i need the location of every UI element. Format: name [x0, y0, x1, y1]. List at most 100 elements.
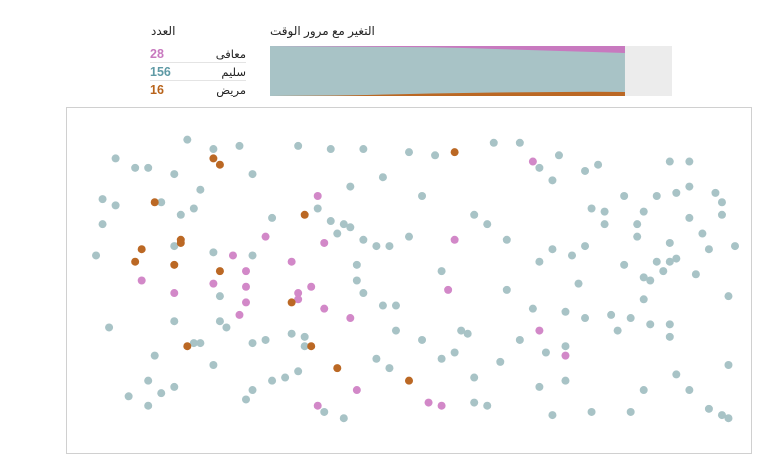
- healthy-person-dot: [587, 407, 596, 416]
- recovered-person-dot: [313, 401, 322, 410]
- healthy-person-dot: [124, 392, 133, 401]
- healthy-person-dot: [300, 332, 309, 341]
- healthy-person-dot: [268, 213, 277, 222]
- healthy-person-dot: [320, 407, 329, 416]
- healthy-person-dot: [581, 314, 590, 323]
- sick-person-dot: [287, 298, 296, 307]
- sick-person-dot: [176, 238, 185, 247]
- healthy-person-dot: [418, 191, 427, 200]
- healthy-person-dot: [235, 141, 244, 150]
- healthy-person-dot: [437, 267, 446, 276]
- healthy-person-dot: [665, 257, 674, 266]
- healthy-person-dot: [652, 257, 661, 266]
- simulation-area: [66, 107, 752, 454]
- healthy-person-dot: [300, 342, 309, 351]
- healthy-person-dot: [372, 242, 381, 251]
- healthy-person-dot: [287, 329, 296, 338]
- healthy-person-dot: [685, 213, 694, 222]
- sick-person-dot: [183, 342, 192, 351]
- sick-person-dot: [307, 342, 316, 351]
- healthy-person-dot: [457, 326, 466, 335]
- timeline-sick-area: [270, 91, 625, 96]
- healthy-person-dot: [281, 373, 290, 382]
- recovered-person-dot: [170, 289, 179, 298]
- healthy-person-dot: [385, 242, 394, 251]
- healthy-person-dot: [437, 354, 446, 363]
- healthy-person-dot: [541, 348, 550, 357]
- healthy-person-dot: [189, 339, 198, 348]
- healthy-person-dot: [242, 395, 250, 404]
- healthy-person-dot: [391, 301, 400, 310]
- healthy-person-dot: [704, 404, 713, 413]
- healthy-person-dot: [548, 245, 557, 254]
- healthy-person-dot: [391, 326, 400, 335]
- healthy-person-dot: [548, 176, 557, 185]
- healthy-person-dot: [209, 248, 218, 257]
- healthy-person-dot: [431, 151, 440, 160]
- healthy-person-dot: [333, 229, 342, 238]
- healthy-person-dot: [502, 235, 511, 244]
- recovered-person-dot: [320, 304, 329, 313]
- healthy-person-dot: [215, 292, 224, 301]
- healthy-person-dot: [92, 251, 101, 260]
- healthy-person-dot: [196, 339, 205, 348]
- healthy-person-dot: [131, 163, 140, 172]
- healthy-person-dot: [489, 138, 498, 147]
- healthy-person-dot: [470, 210, 479, 219]
- healthy-person-dot: [535, 257, 544, 266]
- recovered-person-dot: [535, 326, 544, 335]
- healthy-person-dot: [665, 157, 674, 166]
- legend-row-healthy: 156 سليم: [150, 62, 246, 80]
- healthy-person-dot: [359, 289, 368, 298]
- healthy-person-dot: [568, 251, 576, 260]
- healthy-person-dot: [215, 317, 224, 326]
- sick-person-dot: [450, 148, 459, 157]
- healthy-person-dot: [111, 201, 120, 210]
- healthy-person-dot: [724, 414, 733, 423]
- healthy-person-dot: [359, 145, 368, 154]
- healthy-person-dot: [378, 173, 387, 182]
- healthy-person-dot: [502, 285, 511, 294]
- healthy-person-dot: [209, 361, 218, 370]
- recovered-person-dot: [450, 235, 459, 244]
- timeline-recovered-area: [270, 46, 625, 53]
- healthy-person-dot: [633, 232, 642, 241]
- healthy-person-dot: [633, 220, 642, 229]
- sick-person-dot: [215, 160, 224, 169]
- healthy-person-dot: [405, 148, 413, 157]
- healthy-person-dot: [209, 145, 218, 154]
- sick-person-dot: [405, 376, 413, 385]
- healthy-person-dot: [385, 364, 394, 373]
- healthy-person-dot: [144, 401, 153, 410]
- sick-person-dot: [300, 210, 309, 219]
- healthy-person-dot: [607, 310, 616, 319]
- healthy-person-dot: [470, 373, 479, 382]
- legend-row-recovered: 28 معافى: [150, 45, 246, 62]
- healthy-person-dot: [483, 220, 492, 229]
- recovered-person-dot: [242, 298, 250, 307]
- healthy-person-dot: [704, 245, 713, 254]
- healthy-person-dot: [150, 351, 159, 360]
- healthy-person-dot: [496, 357, 505, 366]
- healthy-person-dot: [98, 220, 107, 229]
- healthy-person-dot: [561, 307, 570, 316]
- recovered-person-dot: [437, 401, 446, 410]
- healthy-person-dot: [144, 163, 153, 172]
- healthy-person-dot: [248, 386, 257, 395]
- timeline-healthy-area: [270, 46, 625, 96]
- sick-label: مريض: [216, 84, 246, 97]
- healthy-person-dot: [339, 414, 348, 423]
- recovered-person-dot: [294, 295, 303, 304]
- healthy-person-dot: [665, 238, 674, 247]
- healthy-person-dot: [418, 335, 427, 344]
- healthy-label: سليم: [221, 66, 246, 79]
- healthy-person-dot: [248, 170, 257, 179]
- healthy-person-dot: [248, 251, 257, 260]
- recovered-person-dot: [320, 238, 329, 247]
- healthy-person-dot: [313, 204, 322, 213]
- recovered-count: 28: [150, 46, 164, 61]
- healthy-person-dot: [183, 135, 192, 144]
- healthy-person-dot: [483, 401, 492, 410]
- healthy-count: 156: [150, 64, 171, 79]
- healthy-person-dot: [528, 304, 537, 313]
